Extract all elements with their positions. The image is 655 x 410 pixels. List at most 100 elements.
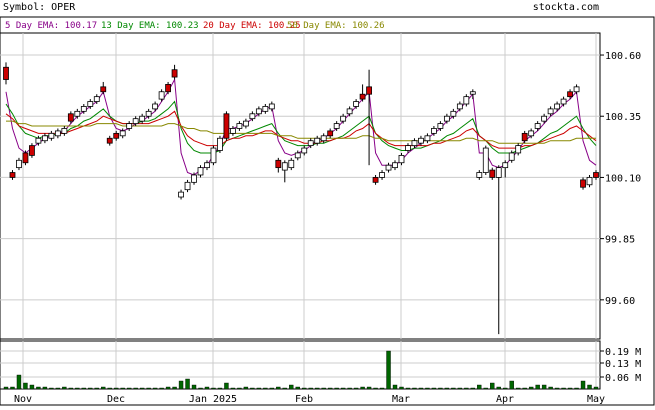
- candle: [580, 177, 586, 190]
- candle-body: [152, 103, 159, 110]
- candle-body: [431, 128, 437, 134]
- candle: [392, 160, 398, 171]
- volume-bar: [308, 387, 313, 390]
- candle: [275, 157, 282, 173]
- candle: [22, 150, 29, 166]
- candle-body: [340, 115, 347, 122]
- candle: [294, 150, 301, 161]
- volume-bar: [101, 386, 106, 390]
- volume-bar: [36, 386, 41, 390]
- x-tick-label: May: [587, 394, 605, 405]
- ema-lines: [5, 77, 597, 176]
- candle: [307, 138, 314, 149]
- candle-body: [67, 113, 74, 122]
- candle: [502, 160, 509, 178]
- volume-bar: [185, 378, 190, 390]
- volume-bar: [16, 374, 22, 390]
- candle-body: [437, 123, 444, 129]
- price-panel-frame: [0, 32, 601, 340]
- volume-bar: [289, 384, 294, 390]
- volume-bar: [23, 382, 28, 390]
- volume-bar: [477, 384, 482, 390]
- volume-bar: [327, 387, 333, 390]
- volume-bar: [457, 387, 463, 390]
- volume-bar: [574, 387, 579, 390]
- candle: [567, 89, 573, 100]
- volume-bar: [366, 386, 372, 390]
- candle-body: [236, 123, 243, 129]
- volume-bar: [483, 387, 488, 390]
- candle: [113, 130, 120, 141]
- x-tick-label: Nov: [14, 394, 32, 405]
- candle: [281, 160, 288, 183]
- candle-body: [327, 130, 334, 137]
- volume-bar: [230, 387, 236, 390]
- volume-bar: [321, 387, 326, 390]
- volume-bar: [133, 387, 138, 390]
- volume-bar: [412, 387, 417, 390]
- candle-body: [560, 98, 567, 105]
- candle: [366, 69, 372, 166]
- candle-body: [489, 169, 496, 178]
- y-tick-label: 100.60: [605, 51, 641, 62]
- legend-ema-5: 5 Day EMA: 100.17: [5, 21, 97, 31]
- x-tick-label: Feb: [295, 394, 313, 405]
- candle: [541, 113, 548, 124]
- volume-bar: [535, 384, 540, 390]
- candle-body: [379, 172, 385, 178]
- candle-body: [249, 113, 256, 120]
- candle-body: [307, 140, 314, 147]
- candle: [534, 121, 541, 131]
- candle: [424, 133, 431, 144]
- volume-bar: [509, 380, 514, 390]
- candle: [93, 94, 100, 104]
- candle: [418, 135, 424, 146]
- volume-bar: [431, 387, 437, 390]
- candle-body: [469, 91, 476, 95]
- candle: [158, 89, 165, 102]
- candle-body: [456, 103, 463, 110]
- volume-bar: [373, 387, 378, 390]
- candle: [528, 128, 535, 139]
- volume-bar: [567, 387, 573, 390]
- volume-bar: [114, 387, 119, 390]
- volume-bar: [386, 350, 391, 390]
- candle: [515, 143, 522, 156]
- volume-bar: [204, 386, 210, 390]
- candle: [405, 143, 411, 153]
- candle-body: [106, 137, 113, 144]
- candle-body: [314, 137, 321, 144]
- candle-body: [61, 128, 68, 134]
- x-tick-label: Mar: [392, 394, 410, 405]
- candle-body: [443, 115, 450, 122]
- volume-bar: [295, 386, 300, 390]
- legend-ema-13: 13 Day EMA: 100.23: [101, 21, 199, 31]
- site-name: stockta.com: [533, 2, 599, 13]
- volume-bar: [528, 386, 534, 390]
- candle: [554, 101, 560, 112]
- candle-body: [268, 103, 275, 110]
- candle-body: [567, 91, 573, 98]
- candle-body: [385, 164, 392, 171]
- candle-body: [35, 137, 42, 144]
- candle: [119, 128, 126, 139]
- volume-bar: [561, 387, 566, 390]
- candle-body: [580, 179, 586, 188]
- volume-bar: [554, 387, 560, 390]
- candle-body: [450, 110, 457, 117]
- candle-body: [515, 145, 522, 154]
- volume-bar: [211, 387, 216, 390]
- volume-bar: [334, 387, 339, 390]
- candle-body: [132, 118, 139, 124]
- volume-bar: [496, 386, 501, 390]
- volume-bar: [198, 387, 203, 390]
- candle-body: [262, 106, 269, 112]
- volume-bar: [139, 387, 145, 390]
- grid: [0, 33, 600, 389]
- volume-bar: [49, 387, 54, 390]
- candle: [573, 84, 580, 95]
- candle-body: [255, 108, 262, 115]
- candle-body: [48, 132, 55, 139]
- candle-body: [320, 135, 327, 142]
